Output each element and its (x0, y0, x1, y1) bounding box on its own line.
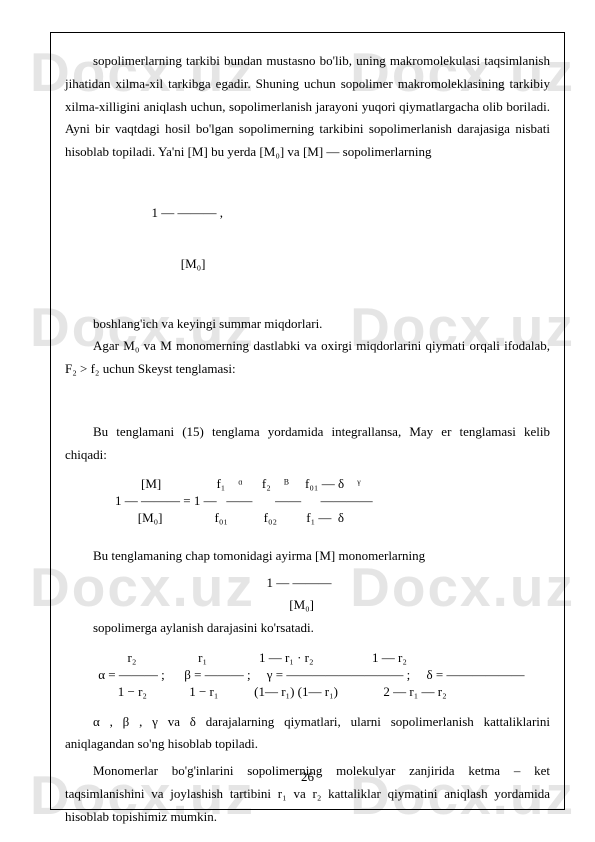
paragraph-5: Bu tenglamaning chap tomonidagi ayirma [… (65, 545, 550, 568)
formula-3: 1 — ——— [M₀] (65, 572, 550, 618)
formula-4: r₂ r₁ 1 — r₁ · r₂ 1 — r₂ α = ——— ; β = —… (95, 650, 550, 701)
page-content: sopolimerlarning tarkibi bundan mustasno… (65, 50, 550, 797)
paragraph-2: boshlang'ich va keyingi summar miqdorlar… (65, 313, 550, 336)
paragraph-3: Agar M₀ va M monomerning dastlabki va ox… (65, 335, 550, 381)
paragraph-4: Bu tenglamani (15) tenglama yordamida in… (65, 421, 550, 467)
paragraph-7: α , β , γ va δ darajalarning qiymatlari,… (65, 711, 550, 757)
page-number: 26 (301, 766, 314, 789)
paragraph-6: sopolimerga aylanish darajasini ko'rsata… (65, 617, 550, 640)
formula-1: 1 — ——— , [M₀] (145, 172, 550, 305)
paragraph-1: sopolimerlarning tarkibi bundan mustasno… (65, 50, 550, 164)
formula-2: [M] f₁ ᵅ f₂ ᴮ f₀₁ — δ ᵞ 1 — ——— = 1 — ——… (115, 476, 550, 527)
